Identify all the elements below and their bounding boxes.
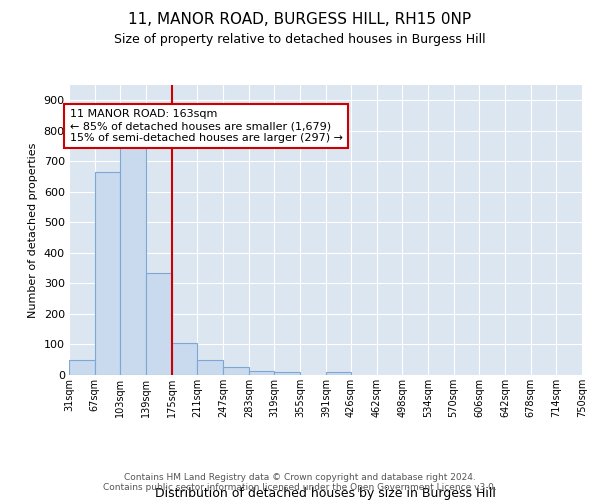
Y-axis label: Number of detached properties: Number of detached properties [28,142,38,318]
Bar [172,343,197,375]
Bar [95,172,121,375]
Bar [146,272,172,375]
Text: Contains HM Land Registry data © Crown copyright and database right 2024.
Contai: Contains HM Land Registry data © Crown c… [103,473,497,492]
Bar [223,368,249,375]
Bar [197,360,223,375]
Bar [274,372,300,375]
Bar [249,372,274,375]
Text: Size of property relative to detached houses in Burgess Hill: Size of property relative to detached ho… [114,32,486,46]
Bar [326,372,351,375]
Text: 11 MANOR ROAD: 163sqm
← 85% of detached houses are smaller (1,679)
15% of semi-d: 11 MANOR ROAD: 163sqm ← 85% of detached … [70,110,343,142]
X-axis label: Distribution of detached houses by size in Burgess Hill: Distribution of detached houses by size … [155,486,496,500]
Bar [69,360,95,375]
Bar [121,146,146,375]
Text: 11, MANOR ROAD, BURGESS HILL, RH15 0NP: 11, MANOR ROAD, BURGESS HILL, RH15 0NP [128,12,472,28]
